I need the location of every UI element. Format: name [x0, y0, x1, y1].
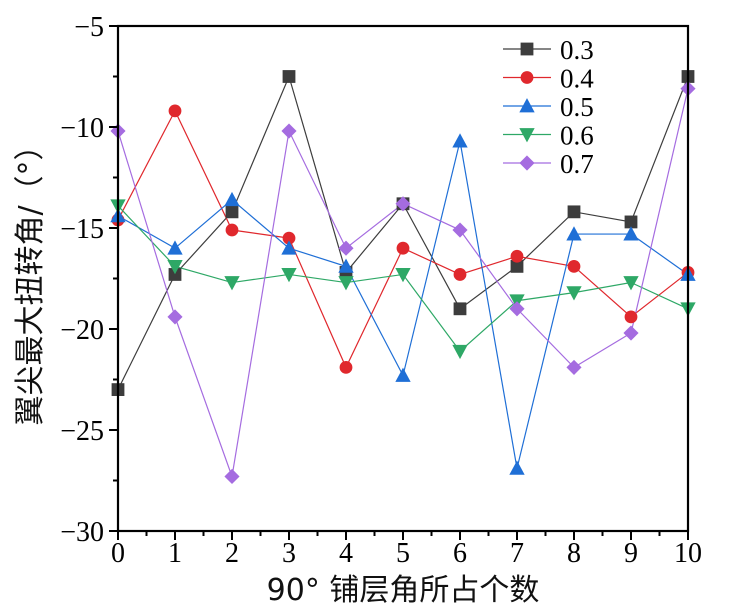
data-point-series-4 [566, 359, 582, 375]
data-point-series-0 [624, 215, 638, 229]
y-tick-labels: −5 −10 −15 −20 −25 −30 [60, 12, 104, 548]
data-point-series-1 [510, 249, 524, 263]
legend-label-1: 0.4 [560, 64, 594, 94]
legend-marker-0 [520, 42, 534, 56]
data-point-series-2 [281, 240, 297, 255]
data-point-series-1 [453, 268, 467, 281]
data-point-series-3 [224, 276, 240, 291]
data-point-series-3 [509, 294, 525, 309]
data-point-series-3 [167, 259, 183, 275]
legend-label-0: 0.3 [560, 35, 594, 65]
series-line-2 [117, 140, 689, 469]
data-point-series-1 [567, 259, 581, 273]
axis-ticks [109, 25, 689, 540]
x-tick-label: 5 [396, 538, 410, 569]
legend-label-2: 0.5 [560, 92, 594, 122]
data-point-series-3 [281, 268, 297, 283]
x-tick-label: 7 [510, 538, 524, 569]
x-tick-labels: 0 1 2 3 4 5 6 7 8 9 10 [111, 538, 702, 569]
legend-marker-2 [519, 98, 535, 113]
data-point-series-3 [566, 286, 582, 301]
legend-marker-1 [520, 71, 534, 84]
x-tick-label: 0 [111, 538, 125, 569]
legend-label-4: 0.7 [560, 149, 594, 179]
y-tick-label: −30 [60, 517, 104, 548]
data-point-series-0 [282, 70, 296, 83]
data-point-series-3 [452, 344, 468, 360]
data-point-series-2 [509, 460, 525, 475]
data-point-series-3 [395, 268, 411, 283]
x-axis-title: 90° 铺层角所占个数 [267, 573, 540, 608]
data-point-series-0 [225, 205, 239, 219]
data-point-series-3 [338, 276, 354, 291]
y-axis-title: 翼尖最大扭转角/（°） [13, 130, 48, 425]
data-point-series-4 [338, 240, 354, 256]
series-line-4 [117, 88, 689, 479]
data-point-series-4 [167, 309, 183, 325]
data-point-series-4 [395, 196, 411, 212]
legend-label-3: 0.6 [560, 121, 594, 151]
data-point-series-2 [338, 258, 354, 273]
x-tick-label: 10 [674, 538, 702, 569]
data-point-series-0 [453, 302, 467, 316]
data-point-series-4 [281, 123, 297, 139]
y-tick-label: −5 [74, 12, 104, 43]
x-tick-label: 1 [168, 538, 182, 569]
data-point-series-1 [168, 104, 182, 118]
x-tick-label: 6 [453, 538, 467, 569]
y-tick-label: −10 [60, 113, 104, 144]
data-point-series-0 [567, 205, 581, 219]
legend-marker-4 [519, 155, 535, 171]
x-tick-label: 3 [282, 538, 296, 569]
y-tick-label: −15 [60, 214, 104, 245]
data-point-series-2 [224, 191, 240, 207]
data-point-series-4 [452, 222, 468, 238]
data-point-series-2 [452, 133, 468, 148]
y-tick-label: −20 [60, 315, 104, 346]
x-tick-label: 8 [567, 538, 581, 569]
data-point-series-4 [224, 468, 240, 485]
series-line-1 [117, 109, 689, 369]
x-tick-label: 2 [225, 538, 239, 569]
data-point-series-1 [225, 223, 239, 237]
data-point-series-2 [623, 226, 639, 241]
data-point-series-2 [395, 367, 411, 382]
x-tick-label: 9 [624, 538, 638, 569]
legend: 0.30.40.50.60.7 [503, 35, 594, 179]
data-point-series-1 [396, 241, 410, 255]
data-point-series-2 [566, 226, 582, 241]
legend-marker-3 [519, 128, 535, 143]
x-tick-label: 4 [339, 538, 353, 569]
data-point-series-3 [623, 276, 639, 291]
series-line-0 [117, 74, 689, 390]
series-markers [110, 70, 696, 485]
data-point-series-4 [509, 301, 525, 317]
y-tick-label: −25 [60, 416, 104, 447]
data-point-series-2 [167, 240, 183, 255]
data-point-series-1 [624, 310, 638, 324]
data-point-series-4 [623, 325, 639, 341]
data-point-series-1 [339, 360, 353, 374]
